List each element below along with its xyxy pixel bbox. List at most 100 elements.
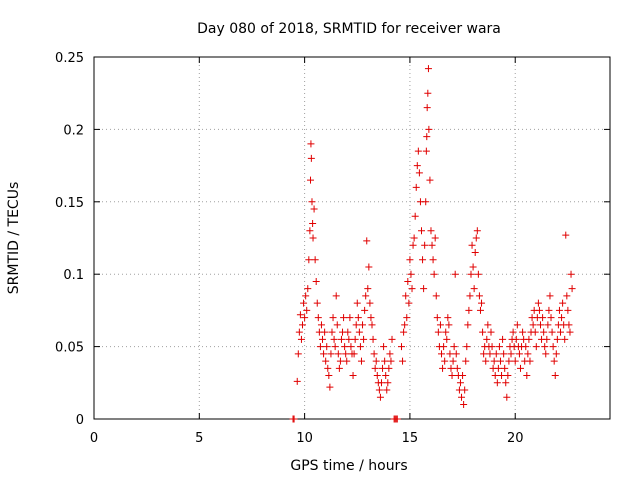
data-point	[335, 364, 343, 372]
data-point	[329, 314, 337, 322]
data-point	[480, 350, 488, 358]
data-point	[371, 364, 379, 372]
data-point	[320, 350, 328, 358]
data-point	[512, 335, 520, 343]
data-point	[336, 357, 344, 365]
data-point	[547, 314, 555, 322]
data-point	[307, 140, 315, 148]
data-point	[387, 357, 395, 365]
data-point	[471, 248, 479, 256]
x-tick-label: 15	[402, 431, 419, 446]
data-point	[467, 270, 475, 278]
data-point	[451, 270, 459, 278]
data-point	[501, 364, 509, 372]
y-axis-label: SRMTID / TECUs	[6, 182, 22, 295]
data-point	[369, 335, 377, 343]
data-point	[313, 299, 321, 307]
data-point	[379, 364, 387, 372]
data-points	[289, 65, 576, 423]
data-point	[342, 350, 350, 358]
data-point	[500, 350, 508, 358]
data-point	[299, 321, 307, 329]
data-point	[307, 154, 315, 162]
data-point	[536, 321, 544, 329]
y-tick-label: 0.15	[55, 196, 84, 211]
data-point	[326, 383, 334, 391]
data-point	[424, 89, 432, 97]
y-tick-label: 0.1	[63, 268, 84, 283]
data-point	[309, 234, 317, 242]
data-point	[504, 372, 512, 380]
data-point	[414, 147, 422, 155]
data-point	[347, 343, 355, 351]
data-point	[413, 162, 421, 170]
data-point	[317, 321, 325, 329]
data-point	[430, 270, 438, 278]
x-tick-label: 10	[296, 431, 313, 446]
data-point	[333, 321, 341, 329]
data-point	[322, 357, 330, 365]
data-point	[453, 364, 461, 372]
data-point	[360, 335, 368, 343]
data-point	[384, 379, 392, 387]
y-tick-label: 0	[76, 413, 84, 428]
data-point	[386, 350, 394, 358]
data-point	[552, 350, 560, 358]
data-point	[529, 321, 537, 329]
data-point	[460, 401, 468, 409]
data-point	[532, 343, 540, 351]
plot-frame	[93, 56, 611, 420]
data-point	[469, 263, 477, 271]
data-point	[419, 256, 427, 264]
data-point	[448, 372, 456, 380]
data-point	[324, 364, 332, 372]
axis-ticks: 0 0.05 0.1 0.15 0.2 0.25 0 5 10 15 20	[55, 51, 610, 446]
data-point	[484, 321, 492, 329]
data-point	[372, 357, 380, 365]
data-point	[383, 386, 391, 394]
data-point	[561, 335, 569, 343]
data-point	[296, 311, 304, 319]
data-point	[397, 343, 405, 351]
data-point	[473, 227, 481, 235]
data-point	[319, 335, 327, 343]
data-point	[346, 314, 354, 322]
data-point	[452, 350, 460, 358]
data-point	[498, 372, 506, 380]
data-point	[558, 314, 566, 322]
data-point	[458, 393, 466, 401]
data-point	[432, 292, 440, 300]
data-point	[341, 343, 349, 351]
data-point	[482, 357, 490, 365]
data-point	[475, 292, 483, 300]
chart-title: Day 080 of 2018, SRMTID for receiver war…	[197, 21, 501, 37]
data-point	[535, 306, 543, 314]
data-point	[513, 321, 521, 329]
data-point	[332, 292, 340, 300]
data-point	[441, 357, 449, 365]
data-point	[415, 169, 423, 177]
data-point	[464, 321, 472, 329]
data-point	[434, 328, 442, 336]
data-point	[399, 357, 407, 365]
data-point	[290, 415, 298, 423]
data-point	[493, 379, 501, 387]
data-point	[494, 364, 502, 372]
data-point	[377, 379, 385, 387]
data-point	[479, 328, 487, 336]
data-point	[502, 379, 510, 387]
data-point	[308, 198, 316, 206]
data-point	[492, 350, 500, 358]
data-point	[302, 292, 310, 300]
data-point	[523, 372, 531, 380]
data-point	[522, 343, 530, 351]
data-point	[564, 306, 572, 314]
data-point	[364, 285, 372, 293]
data-point	[540, 328, 548, 336]
data-point	[438, 350, 446, 358]
data-point	[343, 357, 351, 365]
data-point	[442, 328, 450, 336]
data-point	[418, 227, 426, 235]
y-tick-label: 0.05	[55, 341, 84, 356]
